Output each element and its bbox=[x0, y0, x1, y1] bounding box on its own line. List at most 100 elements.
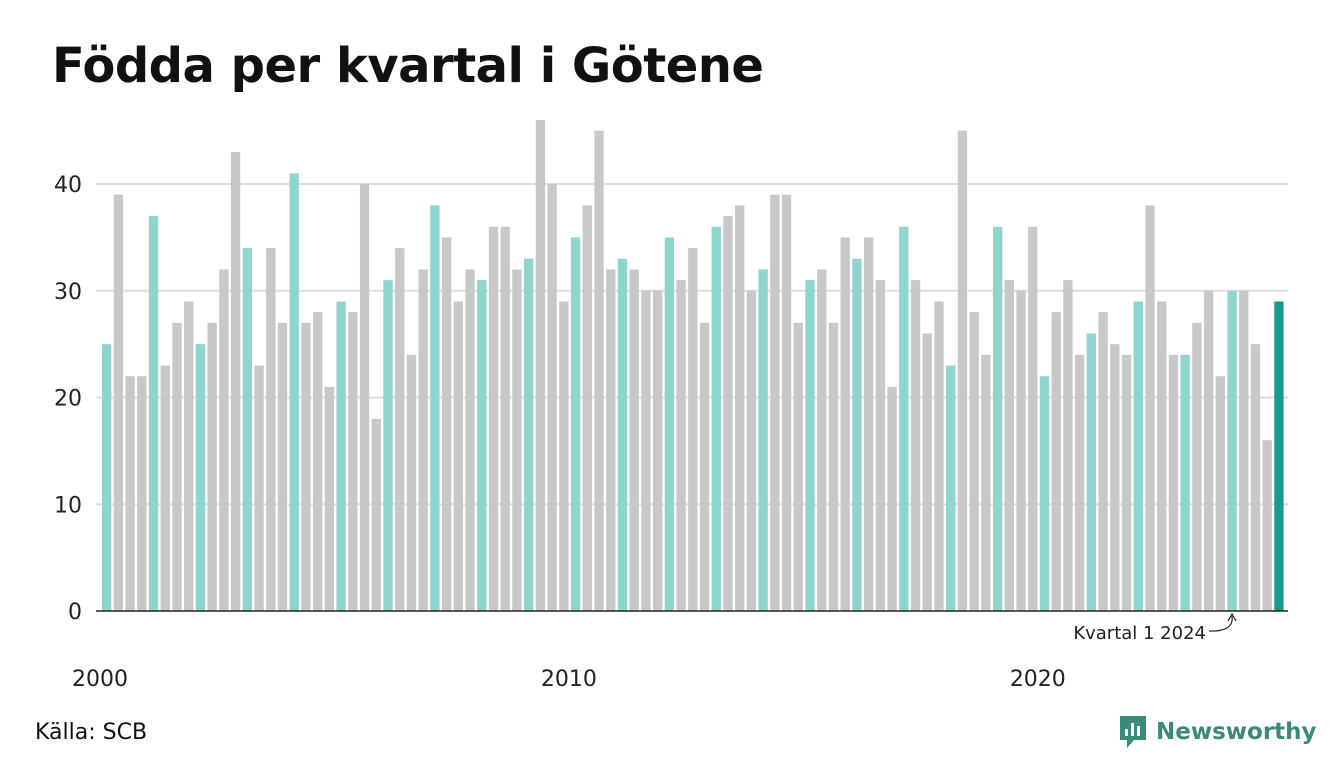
y-tick-label: 30 bbox=[54, 280, 82, 305]
bar bbox=[981, 354, 991, 611]
bar bbox=[1086, 333, 1097, 611]
bar bbox=[863, 237, 874, 612]
bar bbox=[969, 312, 979, 611]
bar bbox=[559, 301, 569, 611]
bar bbox=[488, 226, 499, 611]
bar bbox=[852, 258, 862, 611]
bar bbox=[1250, 344, 1261, 611]
bar bbox=[1121, 354, 1132, 611]
bar bbox=[465, 269, 475, 611]
bar bbox=[1004, 280, 1014, 611]
bar bbox=[1262, 440, 1272, 611]
bar bbox=[887, 386, 897, 611]
bar bbox=[195, 344, 206, 611]
bar bbox=[418, 269, 428, 611]
x-tick-label: 2020 bbox=[1010, 667, 1066, 692]
bar bbox=[1180, 354, 1190, 611]
bar bbox=[1145, 205, 1155, 612]
bar bbox=[512, 269, 522, 611]
bar bbox=[395, 248, 405, 611]
bar bbox=[359, 184, 370, 612]
bar bbox=[1039, 376, 1050, 611]
bar bbox=[828, 322, 839, 611]
bar bbox=[1098, 312, 1108, 611]
y-tick-label: 0 bbox=[68, 600, 82, 625]
brand-logo: Newsworthy bbox=[1118, 714, 1317, 750]
y-tick-label: 20 bbox=[54, 387, 82, 412]
bar bbox=[1133, 301, 1143, 611]
bar bbox=[735, 205, 745, 612]
bar bbox=[910, 280, 921, 611]
bar bbox=[664, 237, 675, 612]
bar bbox=[277, 322, 288, 611]
bar bbox=[406, 354, 417, 611]
bar bbox=[383, 280, 393, 611]
bar bbox=[1215, 376, 1225, 611]
bar bbox=[1168, 354, 1179, 611]
bar bbox=[946, 365, 956, 611]
bar bbox=[676, 280, 686, 611]
bar bbox=[266, 248, 276, 611]
y-tick-label: 40 bbox=[54, 173, 82, 198]
bar bbox=[230, 152, 241, 612]
bar bbox=[453, 301, 464, 611]
bar bbox=[1157, 301, 1167, 611]
bar bbox=[301, 322, 311, 611]
bar bbox=[289, 173, 299, 611]
bar bbox=[875, 280, 886, 611]
annotation: Kvartal 1 2024 bbox=[1073, 612, 1237, 644]
bar bbox=[254, 365, 264, 611]
chart-title: Födda per kvartal i Götene bbox=[52, 38, 764, 94]
bar bbox=[711, 226, 721, 611]
source-label: Källa: SCB bbox=[35, 720, 148, 745]
bar bbox=[547, 184, 557, 612]
bar bbox=[641, 290, 651, 611]
bar bbox=[371, 418, 381, 611]
y-axis-ticks: 0 10 20 30 40 bbox=[54, 173, 82, 625]
bar bbox=[699, 322, 710, 611]
bar bbox=[336, 301, 346, 611]
bar bbox=[172, 322, 182, 611]
bar bbox=[1063, 280, 1073, 611]
bar bbox=[840, 237, 850, 612]
bar bbox=[570, 237, 581, 612]
bar bbox=[746, 290, 757, 611]
bar bbox=[160, 365, 170, 611]
bar bbox=[207, 322, 217, 611]
annotation-arrow bbox=[1208, 615, 1233, 632]
bar bbox=[441, 237, 452, 612]
bar bbox=[430, 205, 440, 612]
bar bbox=[148, 216, 159, 611]
bar bbox=[992, 226, 1003, 611]
bar bbox=[606, 269, 616, 611]
bar bbox=[524, 258, 534, 611]
bar bbox=[688, 248, 698, 611]
bar bbox=[1203, 290, 1214, 611]
bar bbox=[477, 280, 487, 611]
bar bbox=[1074, 354, 1085, 611]
bar bbox=[1028, 226, 1038, 611]
x-tick-label: 2010 bbox=[541, 667, 597, 692]
y-tick-label: 10 bbox=[54, 493, 82, 518]
bar bbox=[957, 130, 968, 611]
bar bbox=[102, 344, 112, 611]
bar bbox=[324, 386, 335, 611]
bar bbox=[1239, 290, 1249, 611]
bar bbox=[1016, 290, 1026, 611]
bar bbox=[535, 120, 546, 611]
bar bbox=[922, 333, 932, 611]
bar bbox=[1227, 290, 1237, 611]
x-axis-ticks: 2000 2010 2020 bbox=[72, 667, 1066, 692]
bar bbox=[629, 269, 639, 611]
bar bbox=[313, 312, 323, 611]
bar bbox=[781, 194, 792, 611]
bar bbox=[500, 226, 510, 611]
brand-name: Newsworthy bbox=[1156, 719, 1317, 745]
bar bbox=[125, 376, 135, 611]
bar bbox=[219, 269, 229, 611]
bar bbox=[184, 301, 194, 611]
bar bbox=[805, 280, 815, 611]
bar bbox=[899, 226, 909, 611]
bar bbox=[1051, 312, 1061, 611]
bar bbox=[1110, 344, 1120, 611]
